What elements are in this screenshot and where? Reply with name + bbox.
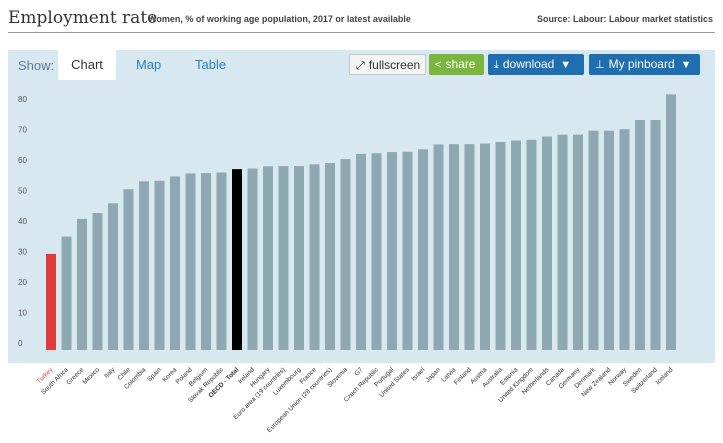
x-tick-label: Spain <box>146 366 163 383</box>
y-tick-label: 10 <box>18 309 27 318</box>
x-tick-label: Mexico <box>81 366 101 386</box>
download-button[interactable]: ⤓ download ▼ <box>488 54 584 75</box>
bar <box>635 120 645 350</box>
show-label: Show: <box>18 58 55 73</box>
bar <box>650 120 661 350</box>
caret-down-icon: ▼ <box>560 59 572 71</box>
tab-table[interactable]: Table <box>195 57 227 72</box>
bar <box>92 213 103 350</box>
bar <box>201 173 211 350</box>
bar <box>433 144 444 350</box>
bar <box>449 144 459 350</box>
bar <box>340 159 351 350</box>
bar <box>61 236 72 350</box>
bar <box>495 141 506 350</box>
bar <box>526 139 537 350</box>
bar <box>402 151 413 350</box>
y-tick-label: 0 <box>18 339 23 348</box>
x-tick-label: Italy <box>103 366 117 380</box>
header: Employment rate Women, % of working age … <box>8 6 715 33</box>
bar <box>511 140 521 350</box>
bar <box>573 134 583 350</box>
x-tick-label: Finland <box>453 366 473 386</box>
bar <box>371 153 382 350</box>
bar <box>418 149 428 350</box>
bar <box>588 130 599 350</box>
source-link[interactable]: Source: Labour: Labour market statistics <box>536 14 713 24</box>
page-subtitle: Women, % of working age population, 2017… <box>148 14 411 24</box>
share-label: share <box>445 57 476 71</box>
y-tick-label: 20 <box>18 278 27 287</box>
bar <box>139 181 149 350</box>
x-tick-label: Japan <box>424 366 442 384</box>
toolbar: Show: Chart Map Table ⤢ fullscreen < share… <box>8 50 715 80</box>
bar <box>232 169 242 350</box>
expand-arrows-icon: ⤢ <box>356 60 365 72</box>
bar <box>46 253 56 350</box>
bar <box>480 143 490 350</box>
bar <box>170 176 180 350</box>
bar <box>619 129 630 350</box>
download-label: download <box>502 57 555 71</box>
share-icon: < <box>435 59 442 71</box>
fullscreen-button[interactable]: ⤢ fullscreen <box>349 54 426 75</box>
y-tick-label: 50 <box>18 187 27 196</box>
fullscreen-label: fullscreen <box>368 58 421 72</box>
pinboard-label: My pinboard <box>608 57 675 71</box>
pinboard-button[interactable]: ⊥ My pinboard ▼ <box>589 54 700 75</box>
bar <box>356 153 366 350</box>
pin-icon: ⊥ <box>595 59 605 71</box>
bar <box>123 189 134 350</box>
bar <box>604 130 614 350</box>
bar <box>557 134 568 350</box>
y-tick-label: 80 <box>18 95 27 104</box>
y-tick-label: 40 <box>18 217 27 226</box>
bar <box>154 180 165 350</box>
x-tick-label: Iceland <box>655 366 675 386</box>
page-title: Employment rate <box>8 8 158 28</box>
bar <box>216 172 227 350</box>
bar <box>309 164 320 350</box>
tab-chart[interactable]: Chart <box>58 50 116 80</box>
x-tick-label: G7 <box>353 366 364 377</box>
bar <box>666 94 676 350</box>
caret-down-icon: ▼ <box>680 59 692 71</box>
download-arrow-icon: ⤓ <box>494 59 499 71</box>
bar <box>77 218 87 350</box>
bar <box>542 136 552 350</box>
bar <box>387 152 397 350</box>
y-tick-label: 60 <box>18 156 27 165</box>
bar <box>278 166 289 350</box>
bar <box>185 173 196 350</box>
bar <box>108 203 118 350</box>
bar <box>263 166 273 350</box>
y-tick-label: 30 <box>18 248 27 257</box>
tab-map[interactable]: Map <box>136 57 162 72</box>
bar <box>247 168 258 350</box>
bar <box>464 144 475 350</box>
y-tick-label: 70 <box>18 126 27 135</box>
share-button[interactable]: < share <box>429 54 484 75</box>
bar <box>294 166 304 350</box>
bar <box>325 163 335 350</box>
